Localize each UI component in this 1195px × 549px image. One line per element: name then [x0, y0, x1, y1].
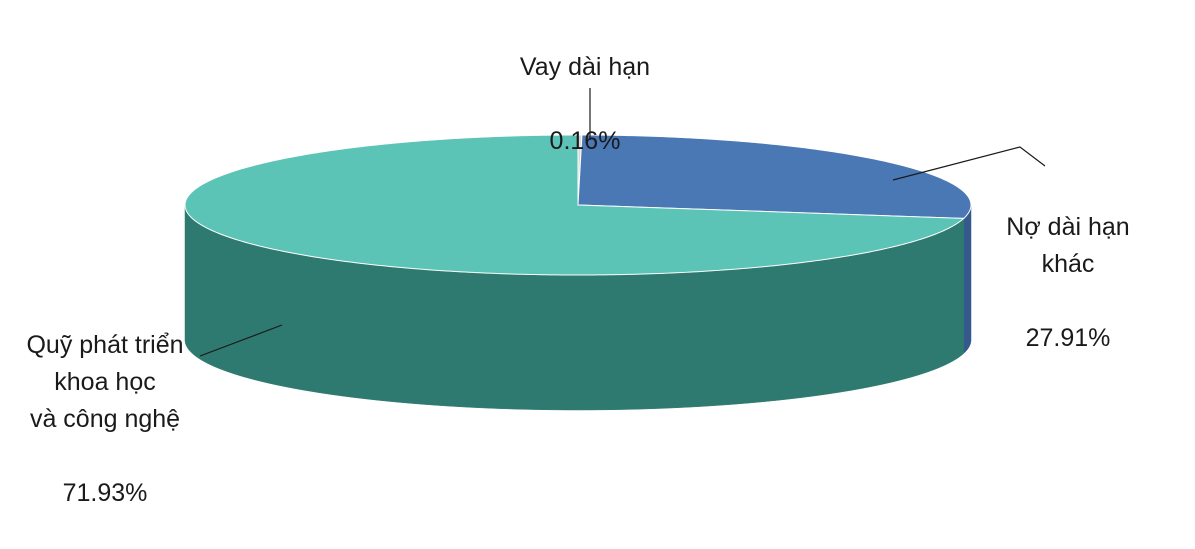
value-label: 27.91% [1025, 324, 1111, 352]
pie [184, 134, 972, 411]
category-label: Vay dài hạn [519, 53, 651, 81]
value-label: 0.16% [549, 127, 621, 155]
chart [184, 88, 1046, 411]
leader-line [199, 324, 283, 357]
slice-label: Vay dài hạn 0.16% [520, 12, 650, 197]
slice-side [963, 204, 972, 354]
page: {"chart_data": {"type": "pie3d", "catego… [26, 12, 1132, 507]
value-label: 71.93% [62, 479, 148, 507]
category-label: Quỹ phát triển khoa học và công nghệ [26, 331, 184, 433]
slice [184, 134, 965, 276]
category-label: Nợ dài hạn khác [1006, 213, 1130, 278]
slice-label: Nợ dài hạn khác 27.91% [1005, 172, 1132, 394]
leader-line [892, 146, 1046, 181]
slice-label: Quỹ phát triển khoa học và công nghệ 71.… [26, 290, 183, 549]
slice [577, 134, 972, 219]
